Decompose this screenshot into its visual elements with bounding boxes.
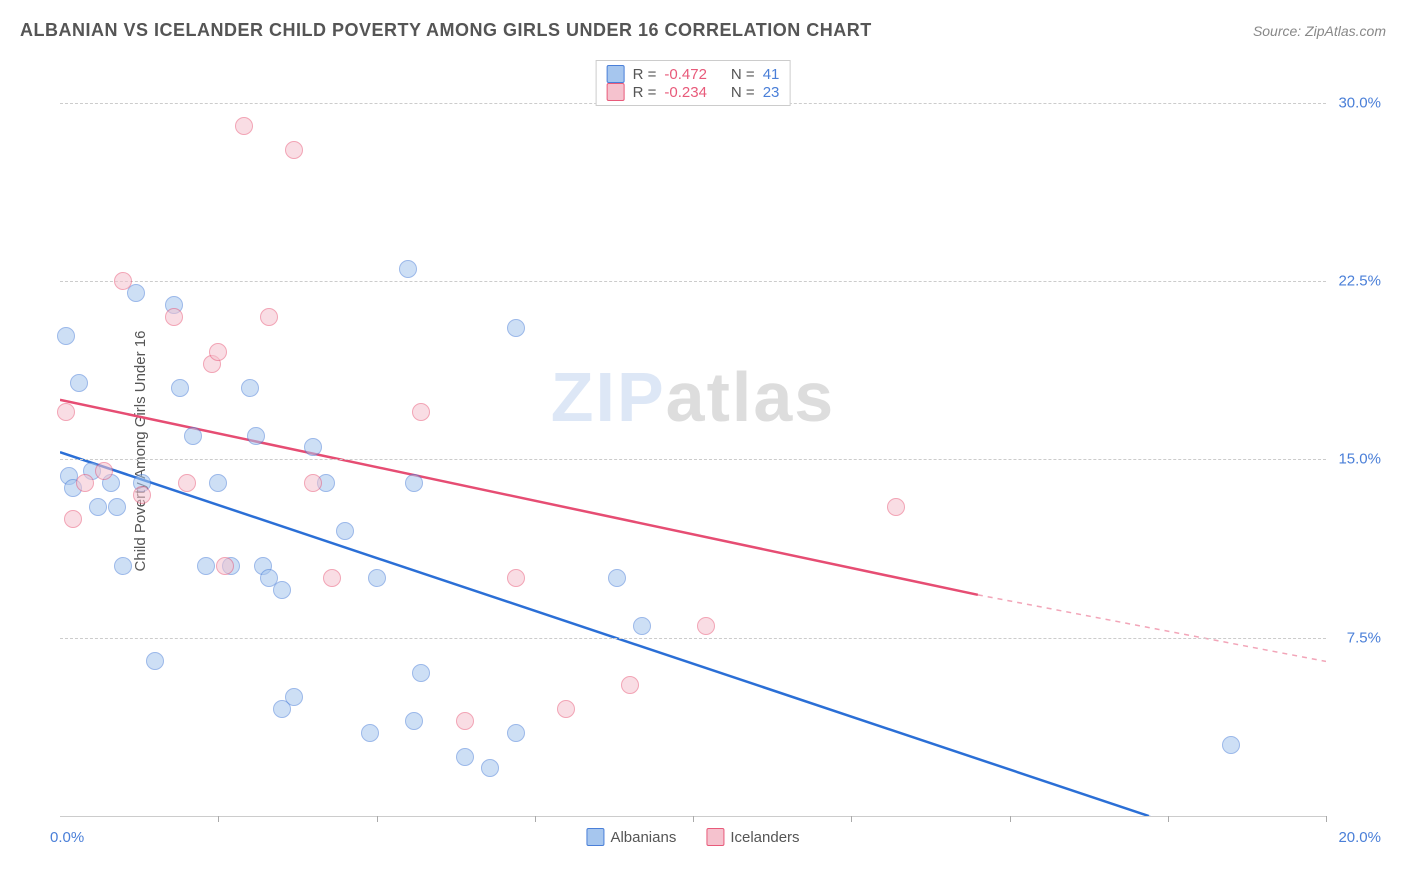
data-point xyxy=(405,712,423,730)
data-point xyxy=(70,374,88,392)
x-tick xyxy=(851,816,852,822)
data-point xyxy=(146,652,164,670)
data-point xyxy=(76,474,94,492)
data-point xyxy=(95,462,113,480)
legend-row: R = -0.234 N = 23 xyxy=(607,83,780,101)
data-point xyxy=(114,557,132,575)
data-point xyxy=(171,379,189,397)
legend-row: R = -0.472 N = 41 xyxy=(607,65,780,83)
data-point xyxy=(64,510,82,528)
data-point xyxy=(108,498,126,516)
data-point xyxy=(481,759,499,777)
data-point xyxy=(209,343,227,361)
x-tick xyxy=(693,816,694,822)
data-point xyxy=(361,724,379,742)
data-point xyxy=(633,617,651,635)
y-tick-label: 30.0% xyxy=(1338,94,1381,111)
x-tick xyxy=(1168,816,1169,822)
data-point xyxy=(304,474,322,492)
data-point xyxy=(697,617,715,635)
data-point xyxy=(557,700,575,718)
gridline xyxy=(60,459,1326,460)
data-point xyxy=(507,319,525,337)
legend-item-albanians: Albanians xyxy=(586,828,676,846)
data-point xyxy=(216,557,234,575)
data-point xyxy=(114,272,132,290)
data-point xyxy=(336,522,354,540)
y-tick-label: 22.5% xyxy=(1338,272,1381,289)
chart-header: ALBANIAN VS ICELANDER CHILD POVERTY AMON… xyxy=(20,20,1386,41)
chart-title: ALBANIAN VS ICELANDER CHILD POVERTY AMON… xyxy=(20,20,872,41)
data-point xyxy=(412,403,430,421)
data-point xyxy=(456,712,474,730)
y-tick-label: 7.5% xyxy=(1347,629,1381,646)
legend-swatch-albanians xyxy=(586,828,604,846)
data-point xyxy=(887,498,905,516)
data-point xyxy=(456,748,474,766)
data-point xyxy=(507,724,525,742)
data-point xyxy=(165,308,183,326)
data-point xyxy=(273,581,291,599)
data-point xyxy=(241,379,259,397)
gridline xyxy=(60,638,1326,639)
data-point xyxy=(1222,736,1240,754)
chart-area: Child Poverty Among Girls Under 16 ZIPat… xyxy=(60,55,1386,847)
gridline xyxy=(60,281,1326,282)
legend-swatch-albanians xyxy=(607,65,625,83)
data-point xyxy=(285,141,303,159)
data-point xyxy=(178,474,196,492)
data-point xyxy=(399,260,417,278)
legend-swatch-icelanders xyxy=(607,83,625,101)
scatter-plot: ZIPatlas R = -0.472 N = 41 R = -0.234 N … xyxy=(60,55,1326,817)
x-origin-label: 0.0% xyxy=(50,829,84,846)
data-point xyxy=(133,486,151,504)
data-point xyxy=(412,664,430,682)
source-attribution: Source: ZipAtlas.com xyxy=(1253,23,1386,39)
data-point xyxy=(197,557,215,575)
data-point xyxy=(368,569,386,587)
x-tick xyxy=(1326,816,1327,822)
data-point xyxy=(235,117,253,135)
watermark: ZIPatlas xyxy=(551,357,835,437)
data-point xyxy=(260,308,278,326)
data-point xyxy=(184,427,202,445)
x-end-label: 20.0% xyxy=(1338,829,1381,846)
data-point xyxy=(285,688,303,706)
data-point xyxy=(57,327,75,345)
data-point xyxy=(323,569,341,587)
data-point xyxy=(608,569,626,587)
x-tick xyxy=(535,816,536,822)
data-point xyxy=(247,427,265,445)
x-tick xyxy=(218,816,219,822)
legend-swatch-icelanders xyxy=(706,828,724,846)
y-tick-label: 15.0% xyxy=(1338,451,1381,468)
series-legend: Albanians Icelanders xyxy=(586,828,799,846)
x-tick xyxy=(1010,816,1011,822)
x-tick xyxy=(377,816,378,822)
data-point xyxy=(209,474,227,492)
data-point xyxy=(57,403,75,421)
correlation-legend: R = -0.472 N = 41 R = -0.234 N = 23 xyxy=(596,60,791,106)
data-point xyxy=(621,676,639,694)
data-point xyxy=(89,498,107,516)
data-point xyxy=(304,438,322,456)
legend-item-icelanders: Icelanders xyxy=(706,828,799,846)
data-point xyxy=(405,474,423,492)
data-point xyxy=(507,569,525,587)
